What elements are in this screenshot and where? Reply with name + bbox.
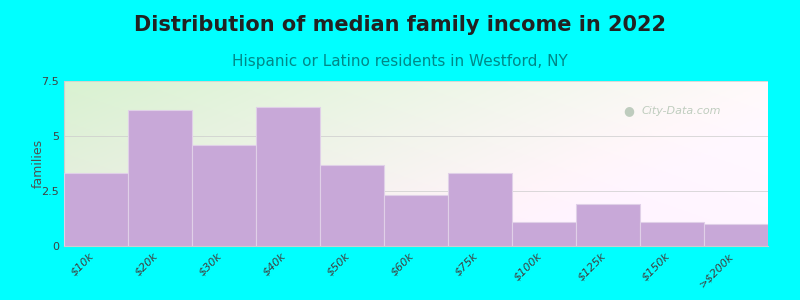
Bar [512, 222, 576, 246]
Bar [448, 173, 512, 246]
Text: Hispanic or Latino residents in Westford, NY: Hispanic or Latino residents in Westford… [232, 54, 568, 69]
Bar [256, 107, 320, 246]
Y-axis label: families: families [32, 139, 45, 188]
Bar [64, 173, 128, 246]
Bar [576, 204, 640, 246]
Text: Distribution of median family income in 2022: Distribution of median family income in … [134, 15, 666, 35]
Bar [704, 224, 768, 246]
Bar [384, 195, 448, 246]
Bar [640, 222, 704, 246]
Bar [320, 165, 384, 246]
Bar [192, 145, 256, 246]
Text: City-Data.com: City-Data.com [642, 106, 721, 116]
Bar [128, 110, 192, 246]
Text: ●: ● [624, 104, 634, 117]
